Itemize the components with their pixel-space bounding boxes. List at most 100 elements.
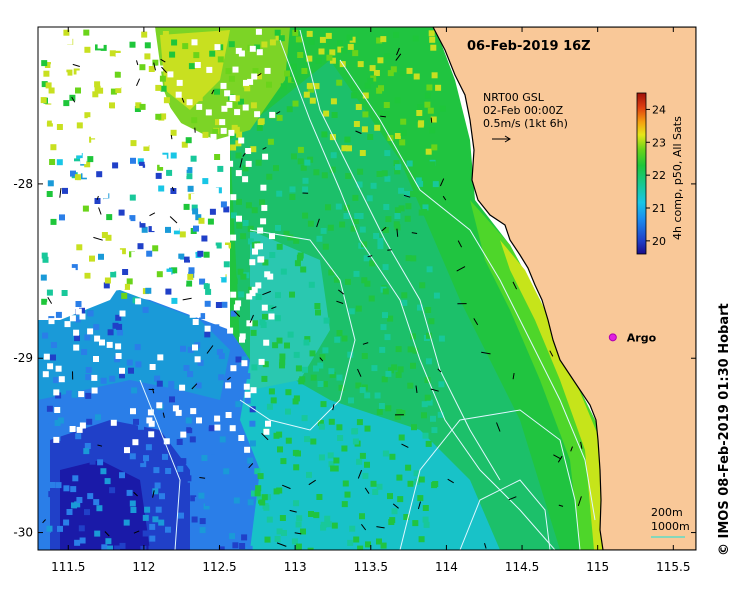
sst-pixel	[191, 117, 198, 124]
sst-pixel	[404, 215, 411, 222]
sst-pixel	[310, 438, 317, 445]
sst-pixel	[306, 82, 313, 89]
sst-pixel	[155, 501, 161, 508]
sst-pixel	[410, 191, 416, 197]
sst-pixel	[181, 141, 188, 148]
sst-pixel	[119, 542, 126, 549]
sst-pixel	[276, 528, 283, 535]
sst-pixel	[276, 114, 283, 121]
sst-pixel	[394, 133, 401, 139]
sst-pixel	[262, 259, 269, 266]
cloud-pixel	[206, 66, 213, 73]
sst-pixel	[285, 389, 292, 396]
sst-pixel	[382, 227, 389, 233]
cloud-pixel	[99, 142, 106, 149]
current-vector	[171, 186, 175, 192]
cloud-pixel	[235, 170, 242, 177]
cloud-pixel	[73, 329, 80, 336]
sst-pixel	[308, 281, 315, 288]
sst-pixel	[61, 290, 68, 296]
current-vector	[294, 532, 302, 535]
current-vector	[249, 314, 254, 323]
sst-pixel	[378, 85, 384, 92]
current-vector	[337, 289, 345, 295]
sst-pixel	[251, 364, 258, 371]
sst-pixel	[46, 525, 53, 532]
cloud-pixel	[79, 266, 86, 273]
sst-pixel	[126, 278, 133, 285]
sst-pixel	[223, 206, 230, 213]
sst-pixel	[294, 260, 301, 267]
cloud-pixel	[219, 271, 226, 278]
sst-pixel	[395, 346, 402, 353]
cloud-pixel	[102, 192, 109, 198]
cloud-pixel	[46, 302, 53, 309]
colorbar-tick-label: 20	[652, 235, 666, 248]
cloud-pixel	[173, 284, 180, 291]
sst-pixel	[361, 241, 368, 248]
sst-pixel	[83, 448, 90, 455]
bathymetry-contours	[139, 29, 596, 550]
sst-pixel	[334, 336, 341, 343]
cloud-pixel	[263, 339, 270, 346]
sst-pixel	[230, 144, 237, 151]
cloud-pixel	[210, 133, 217, 140]
sst-pixel	[419, 282, 426, 289]
current-vectors	[42, 35, 589, 549]
sst-pixel	[309, 350, 316, 357]
current-vector	[162, 412, 165, 418]
cloud-pixel	[228, 129, 235, 136]
sst-pixel	[96, 171, 103, 178]
sst-pixel	[247, 499, 254, 506]
x-tick-label: 115	[586, 560, 609, 574]
sst-pixel	[84, 112, 91, 119]
sst-pixel	[245, 202, 252, 209]
current-vector	[430, 388, 439, 392]
sst-pixel	[238, 291, 245, 298]
colorbar	[636, 92, 647, 255]
sst-pixel	[329, 49, 336, 56]
sst-pixel	[320, 227, 327, 234]
sst-pixel	[202, 131, 209, 138]
cloud-pixel	[66, 38, 73, 45]
sst-pixel	[197, 359, 204, 366]
sst-pixel	[41, 252, 48, 259]
current-vector	[396, 228, 399, 237]
sst-pixel	[81, 349, 88, 355]
sst-pixel	[208, 510, 215, 517]
sst-pixel	[295, 543, 302, 550]
sst-pixel	[259, 499, 266, 506]
sst-pixel	[139, 161, 146, 168]
sst-pixel	[242, 220, 249, 226]
current-vector	[47, 297, 53, 304]
sst-pixel	[129, 194, 136, 201]
x-axis: 111.5 112 112.5 113 113.5 114 114.5 115 115.5	[51, 27, 690, 574]
colorbar-tick-label: 24	[652, 103, 666, 116]
cloud-pixel	[147, 409, 154, 416]
sst-pixel	[56, 159, 63, 166]
sst-pixel	[290, 63, 297, 70]
cloud-pixel	[50, 168, 57, 175]
sst-pixel	[431, 144, 438, 151]
sst-pixel	[221, 301, 228, 308]
cloud-pixel	[52, 93, 59, 100]
cloud-pixel	[67, 150, 74, 157]
sst-pixel	[75, 433, 82, 440]
cloud-pixel	[59, 181, 66, 188]
current-ref-line1: NRT00 GSL	[483, 91, 545, 104]
cloud-pixel	[269, 233, 275, 240]
sst-pixel	[153, 353, 160, 360]
cloud-pixel	[91, 374, 98, 381]
current-vector	[248, 463, 254, 469]
sst-pixel	[129, 500, 136, 507]
sst-pixel	[269, 252, 276, 258]
sst-pixel	[357, 545, 364, 550]
sst-pixel	[289, 186, 296, 193]
sst-pixel	[390, 66, 397, 73]
sst-pixel	[279, 359, 286, 366]
sst-pixel	[295, 521, 302, 528]
sst-pixel	[156, 271, 163, 278]
sst-pixel	[413, 73, 420, 80]
cloud-pixel	[242, 104, 249, 111]
sst-pixel	[389, 453, 396, 460]
